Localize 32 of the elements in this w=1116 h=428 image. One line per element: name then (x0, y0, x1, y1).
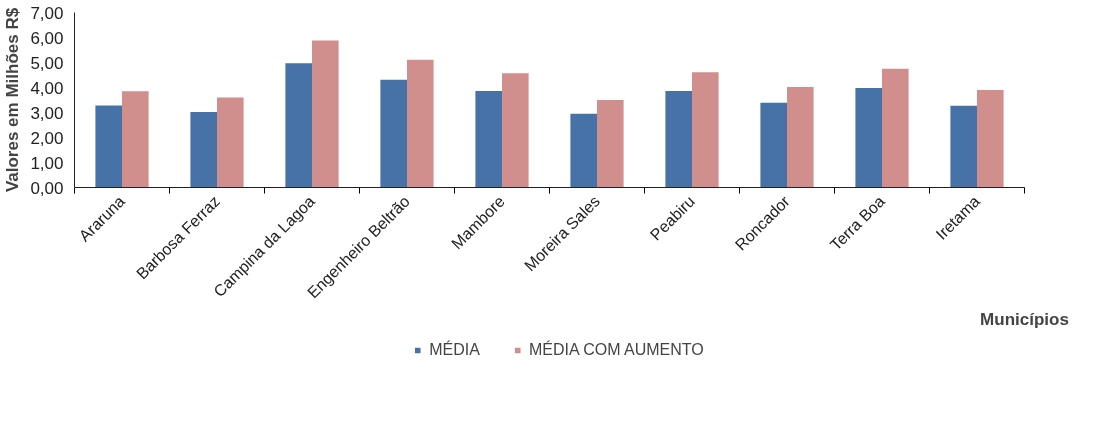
bar (760, 102, 787, 188)
bar (855, 88, 882, 188)
bar (407, 59, 434, 188)
bar (380, 79, 407, 188)
y-tick-label: 3,00 (30, 103, 64, 123)
legend-label: MÉDIA (429, 341, 480, 359)
bar (692, 72, 719, 188)
bar (122, 91, 149, 188)
bar (217, 97, 244, 188)
bar (950, 105, 977, 188)
bar (502, 73, 529, 188)
bar (977, 90, 1004, 188)
bar (882, 68, 909, 188)
bar (312, 40, 339, 188)
y-tick-label: 4,00 (30, 78, 64, 98)
y-tick-label: 2,00 (30, 128, 64, 148)
y-axis-title: Valores em Milhões R$ (3, 7, 23, 193)
y-tick-label: 6,00 (30, 28, 64, 48)
bar (285, 63, 312, 188)
bar (597, 100, 624, 188)
bar (190, 112, 217, 188)
y-tick-label: 0,00 (30, 178, 64, 198)
bar (95, 105, 122, 188)
bar (570, 113, 597, 188)
y-tick-label: 5,00 (30, 53, 64, 73)
bar (787, 87, 814, 188)
y-tick-label: 7,00 (30, 3, 64, 23)
legend-label: MÉDIA COM AUMENTO (528, 341, 704, 359)
bar (475, 91, 502, 188)
x-axis-title: Municípios (980, 310, 1069, 330)
bar (665, 91, 692, 188)
y-tick-label: 1,00 (30, 153, 64, 173)
